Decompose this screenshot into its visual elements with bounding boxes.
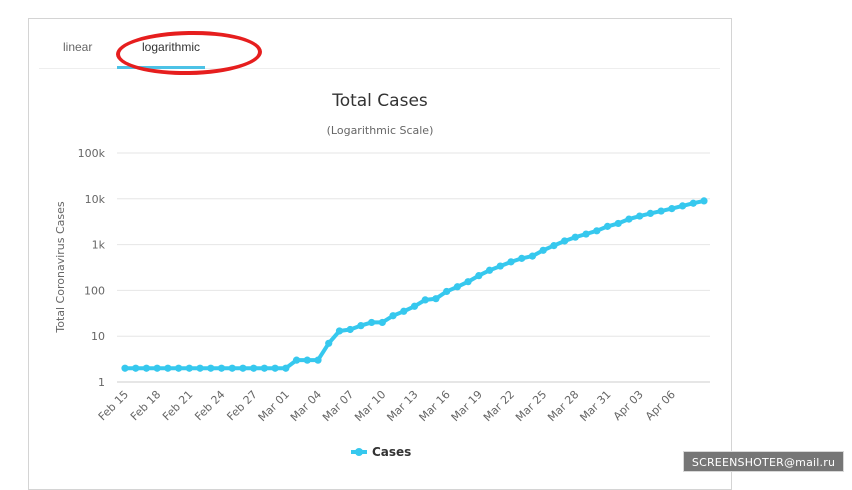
y-tick-label: 100 (84, 284, 105, 297)
data-point[interactable] (250, 364, 258, 372)
data-point[interactable] (239, 364, 247, 372)
y-axis-label: Total Coronavirus Cases (54, 201, 67, 334)
legend-label-cases: Cases (372, 445, 411, 459)
data-point[interactable] (260, 364, 268, 372)
data-point[interactable] (314, 356, 322, 364)
data-point[interactable] (614, 219, 622, 228)
data-point[interactable] (217, 364, 226, 372)
x-tick-label: Mar 01 (256, 388, 292, 424)
tab-logarithmic[interactable]: logarithmic (142, 40, 201, 54)
data-point[interactable] (410, 302, 419, 310)
data-point[interactable] (582, 230, 590, 238)
data-point[interactable] (271, 364, 279, 372)
data-point[interactable] (496, 262, 504, 270)
active-tab-indicator (117, 66, 205, 69)
data-point[interactable] (325, 339, 333, 347)
data-point[interactable] (700, 197, 708, 205)
data-point[interactable] (593, 227, 601, 235)
data-point[interactable] (282, 364, 290, 372)
x-tick-label: Mar 13 (384, 388, 420, 424)
legend[interactable]: Cases (351, 445, 411, 459)
data-point[interactable] (443, 287, 451, 296)
x-tick-label: Feb 15 (96, 388, 131, 423)
x-tick-label: Mar 22 (481, 388, 517, 424)
cases-line-chart: Total Cases (Logarithmic Scale) Total Co… (54, 91, 710, 459)
data-point[interactable] (485, 266, 494, 274)
x-tick-label: Mar 19 (449, 388, 485, 424)
x-tick-label: Apr 06 (643, 388, 678, 423)
x-tick-label: Mar 10 (352, 388, 388, 424)
data-point[interactable] (142, 364, 151, 372)
data-point[interactable] (518, 254, 526, 262)
y-tick-label: 10 (91, 330, 105, 343)
x-tick-label: Feb 18 (128, 388, 163, 423)
data-point[interactable] (389, 312, 397, 320)
chart-panel (28, 18, 732, 490)
data-point[interactable] (121, 364, 129, 372)
data-point[interactable] (603, 222, 612, 230)
chart-subtitle: (Logarithmic Scale) (327, 124, 434, 137)
data-point[interactable] (228, 364, 236, 372)
y-tick-label: 1k (92, 239, 106, 252)
data-point[interactable] (571, 233, 579, 241)
data-point[interactable] (689, 199, 697, 207)
scale-tabs (39, 30, 720, 69)
x-tick-label: Mar 28 (545, 388, 581, 424)
data-point[interactable] (625, 215, 633, 223)
grid-lines (117, 152, 710, 383)
screenshoter-watermark: SCREENSHOTER@mail.ru (683, 451, 844, 472)
data-point[interactable] (668, 205, 676, 213)
data-point[interactable] (678, 202, 687, 210)
x-tick-label: Feb 27 (224, 388, 259, 423)
data-point[interactable] (164, 364, 172, 372)
data-point[interactable] (453, 283, 461, 291)
x-tick-label: Mar 16 (417, 388, 453, 424)
x-tick-label: Feb 21 (160, 388, 195, 423)
data-point[interactable] (175, 364, 183, 372)
data-point[interactable] (539, 246, 547, 254)
data-point[interactable] (335, 327, 344, 335)
data-point[interactable] (153, 364, 161, 372)
x-tick-label: Mar 04 (288, 388, 324, 424)
data-point[interactable] (421, 296, 429, 304)
data-point[interactable] (400, 307, 408, 315)
x-tick-label: Mar 31 (577, 388, 613, 424)
data-point[interactable] (185, 364, 193, 372)
data-point[interactable] (657, 207, 665, 215)
y-tick-label: 100k (78, 147, 106, 160)
y-tick-label: 10k (85, 193, 106, 206)
tab-linear[interactable]: linear (63, 40, 93, 54)
data-point[interactable] (432, 295, 440, 303)
data-point[interactable] (636, 212, 644, 220)
data-point[interactable] (464, 278, 472, 286)
x-tick-label: Feb 24 (192, 388, 227, 423)
data-point[interactable] (368, 318, 376, 327)
data-point[interactable] (475, 272, 483, 280)
x-tick-label: Mar 07 (320, 388, 356, 424)
x-tick-label: Apr 03 (611, 388, 646, 423)
chart-title: Total Cases (331, 91, 428, 111)
data-point[interactable] (550, 242, 558, 250)
legend-marker-icon (355, 448, 363, 456)
y-tick-labels: 1 10 100 1k 10k 100k (78, 147, 106, 389)
data-point[interactable] (378, 318, 386, 327)
data-point[interactable] (528, 252, 537, 260)
data-point[interactable] (196, 364, 204, 372)
data-point[interactable] (561, 237, 569, 245)
series-points-cases (121, 197, 708, 372)
data-point[interactable] (507, 258, 515, 266)
x-tick-label: Mar 25 (513, 388, 549, 424)
data-point[interactable] (132, 364, 140, 372)
data-point[interactable] (303, 356, 311, 364)
data-point[interactable] (292, 356, 301, 364)
data-point[interactable] (207, 364, 215, 372)
y-tick-label: 1 (98, 376, 105, 389)
data-point[interactable] (346, 325, 354, 334)
data-point[interactable] (357, 322, 365, 330)
data-point[interactable] (646, 209, 654, 217)
